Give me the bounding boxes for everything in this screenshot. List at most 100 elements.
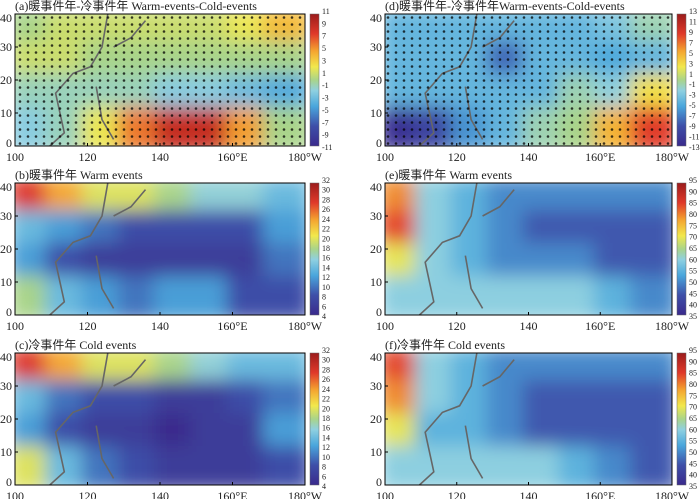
y-tick-label: 30 [370,209,382,223]
colorbar-tick-label: 55 [689,437,697,446]
panel-c: (c)冷事件年 Cold events 100 120 140 160°E 180°W 0 1… [0,338,330,503]
x-tick-label: 120 [448,150,466,164]
x-tick-label: 120 [448,489,466,499]
colorbar-tick-label: -3 [322,94,329,103]
colorbar-tick-label: 95 [689,176,697,185]
contour-field [385,14,672,146]
significance-stipple [15,14,305,146]
x-tick-label: 140 [151,319,169,333]
colorbar-tick-label: -5 [322,106,329,115]
colorbar-tick-label: -3 [689,91,696,100]
coastline [49,183,147,315]
y-tick-label: 20 [0,242,12,256]
y-tick-label: 40 [370,350,382,364]
colorbar-tick-label: -1 [322,81,329,90]
colorbar-tick-label: 20 [322,234,330,243]
colorbar-tick-label: -11 [689,133,699,142]
colorbar-tick-label: 10 [322,283,330,292]
colorbar-tick-label: 60 [689,425,697,434]
colorbar-tick-label: 1 [689,70,693,79]
y-tick-label: 20 [370,242,382,256]
colorbar-tick-label: 95 [689,346,697,355]
field-cell [262,276,305,315]
colorbar-tick-label: 12 [322,273,330,282]
colorbar-tick-label: 7 [689,38,693,47]
colorbar-tick-label: 80 [689,210,697,219]
colorbar-tick-label: 6 [322,302,326,311]
field-cell [630,446,672,485]
field-cell [262,446,305,485]
y-tick-label: 30 [370,379,382,393]
colorbar-tick-label: 50 [689,278,697,287]
colorbar-tick-label: 4 [322,312,326,321]
x-tick-label: 100 [6,150,24,164]
field-cells [15,353,305,485]
contour-field [385,183,672,315]
x-tick-label: 120 [79,319,97,333]
colorbar-tick-label: 24 [322,385,330,394]
colorbar-tick-label: 90 [689,187,697,196]
x-tick-label: 140 [151,150,169,164]
y-tick-label: 0 [6,305,12,319]
colorbar-tick-label: 26 [322,205,330,214]
colorbar-tick-label: 40 [689,471,697,480]
colorbar-tick-label: 5 [689,49,693,58]
y-tick-label: 0 [376,136,382,150]
colorbar [676,352,687,486]
y-tick-label: 20 [0,412,12,426]
x-tick-label: 100 [6,489,24,499]
colorbar-tick-label: 35 [689,312,697,321]
y-tick-label: 40 [0,350,12,364]
colorbar-tick-label: -1 [689,80,696,89]
colorbar-tick-label: 32 [322,346,330,355]
colorbar-tick-label: -13 [689,143,700,152]
panel-b: (b)暖事件年 Warm events 100 120 140 160°E 180°W 0 1… [0,168,330,333]
colorbar-tick-label: 22 [322,225,330,234]
y-tick-label: 0 [376,305,382,319]
x-tick-label: 120 [79,489,97,499]
x-tick-label: 180°W [288,150,323,164]
colorbar-tick-label: 3 [322,56,326,65]
x-tick-label: 100 [376,489,394,499]
panel-e: (e)暖事件年 Warm events 100 120 140 160°E 180°W 0 1… [370,168,697,333]
colorbar-tick-label: 85 [689,369,697,378]
colorbar-tick-label: 8 [322,293,326,302]
colorbar-tick-label: 28 [322,195,330,204]
colorbar-tick-label: 75 [689,221,697,230]
coastline [418,353,515,485]
panel-f: (f)冷事件年 Cold events 100 120 140 160°E 180°W 0 1… [370,338,697,503]
colorbar-tick-label: 32 [322,176,330,185]
contour-field [15,14,305,146]
y-tick-label: 10 [370,445,382,459]
colorbar-tick-label: 18 [322,244,330,253]
colorbar-tick-label: 20 [322,404,330,413]
colorbar-tick-label: 45 [689,459,697,468]
panel-title: (f)冷事件年 Cold events [385,338,505,352]
contour-field [15,353,305,485]
colorbar-tick-label: 60 [689,255,697,264]
colorbar-tick-label: 9 [322,19,326,28]
colorbar-tick-label: 30 [322,186,330,195]
colorbar-tick-label: 40 [689,301,697,310]
colorbar-tick-label: 65 [689,414,697,423]
colorbar-tick-label: 13 [689,7,697,16]
x-tick-label: 100 [376,150,394,164]
y-tick-label: 10 [370,275,382,289]
colorbar-tick-label: 16 [322,254,330,263]
x-tick-label: 160°E [585,150,615,164]
x-tick-label: 160°E [217,150,247,164]
field-cells [15,183,305,315]
colorbar-tick-label: 14 [322,433,330,442]
colorbar-tick-label: -9 [322,131,329,140]
field-cells [385,353,672,485]
colorbar [309,182,320,316]
colorbar-tick-label: 26 [322,375,330,384]
panel-title: (c)冷事件年 Cold events [15,338,137,352]
y-tick-label: 20 [370,412,382,426]
colorbar-tick-label: 12 [322,443,330,452]
colorbar-tick-label: 45 [689,289,697,298]
y-tick-label: 0 [6,475,12,489]
